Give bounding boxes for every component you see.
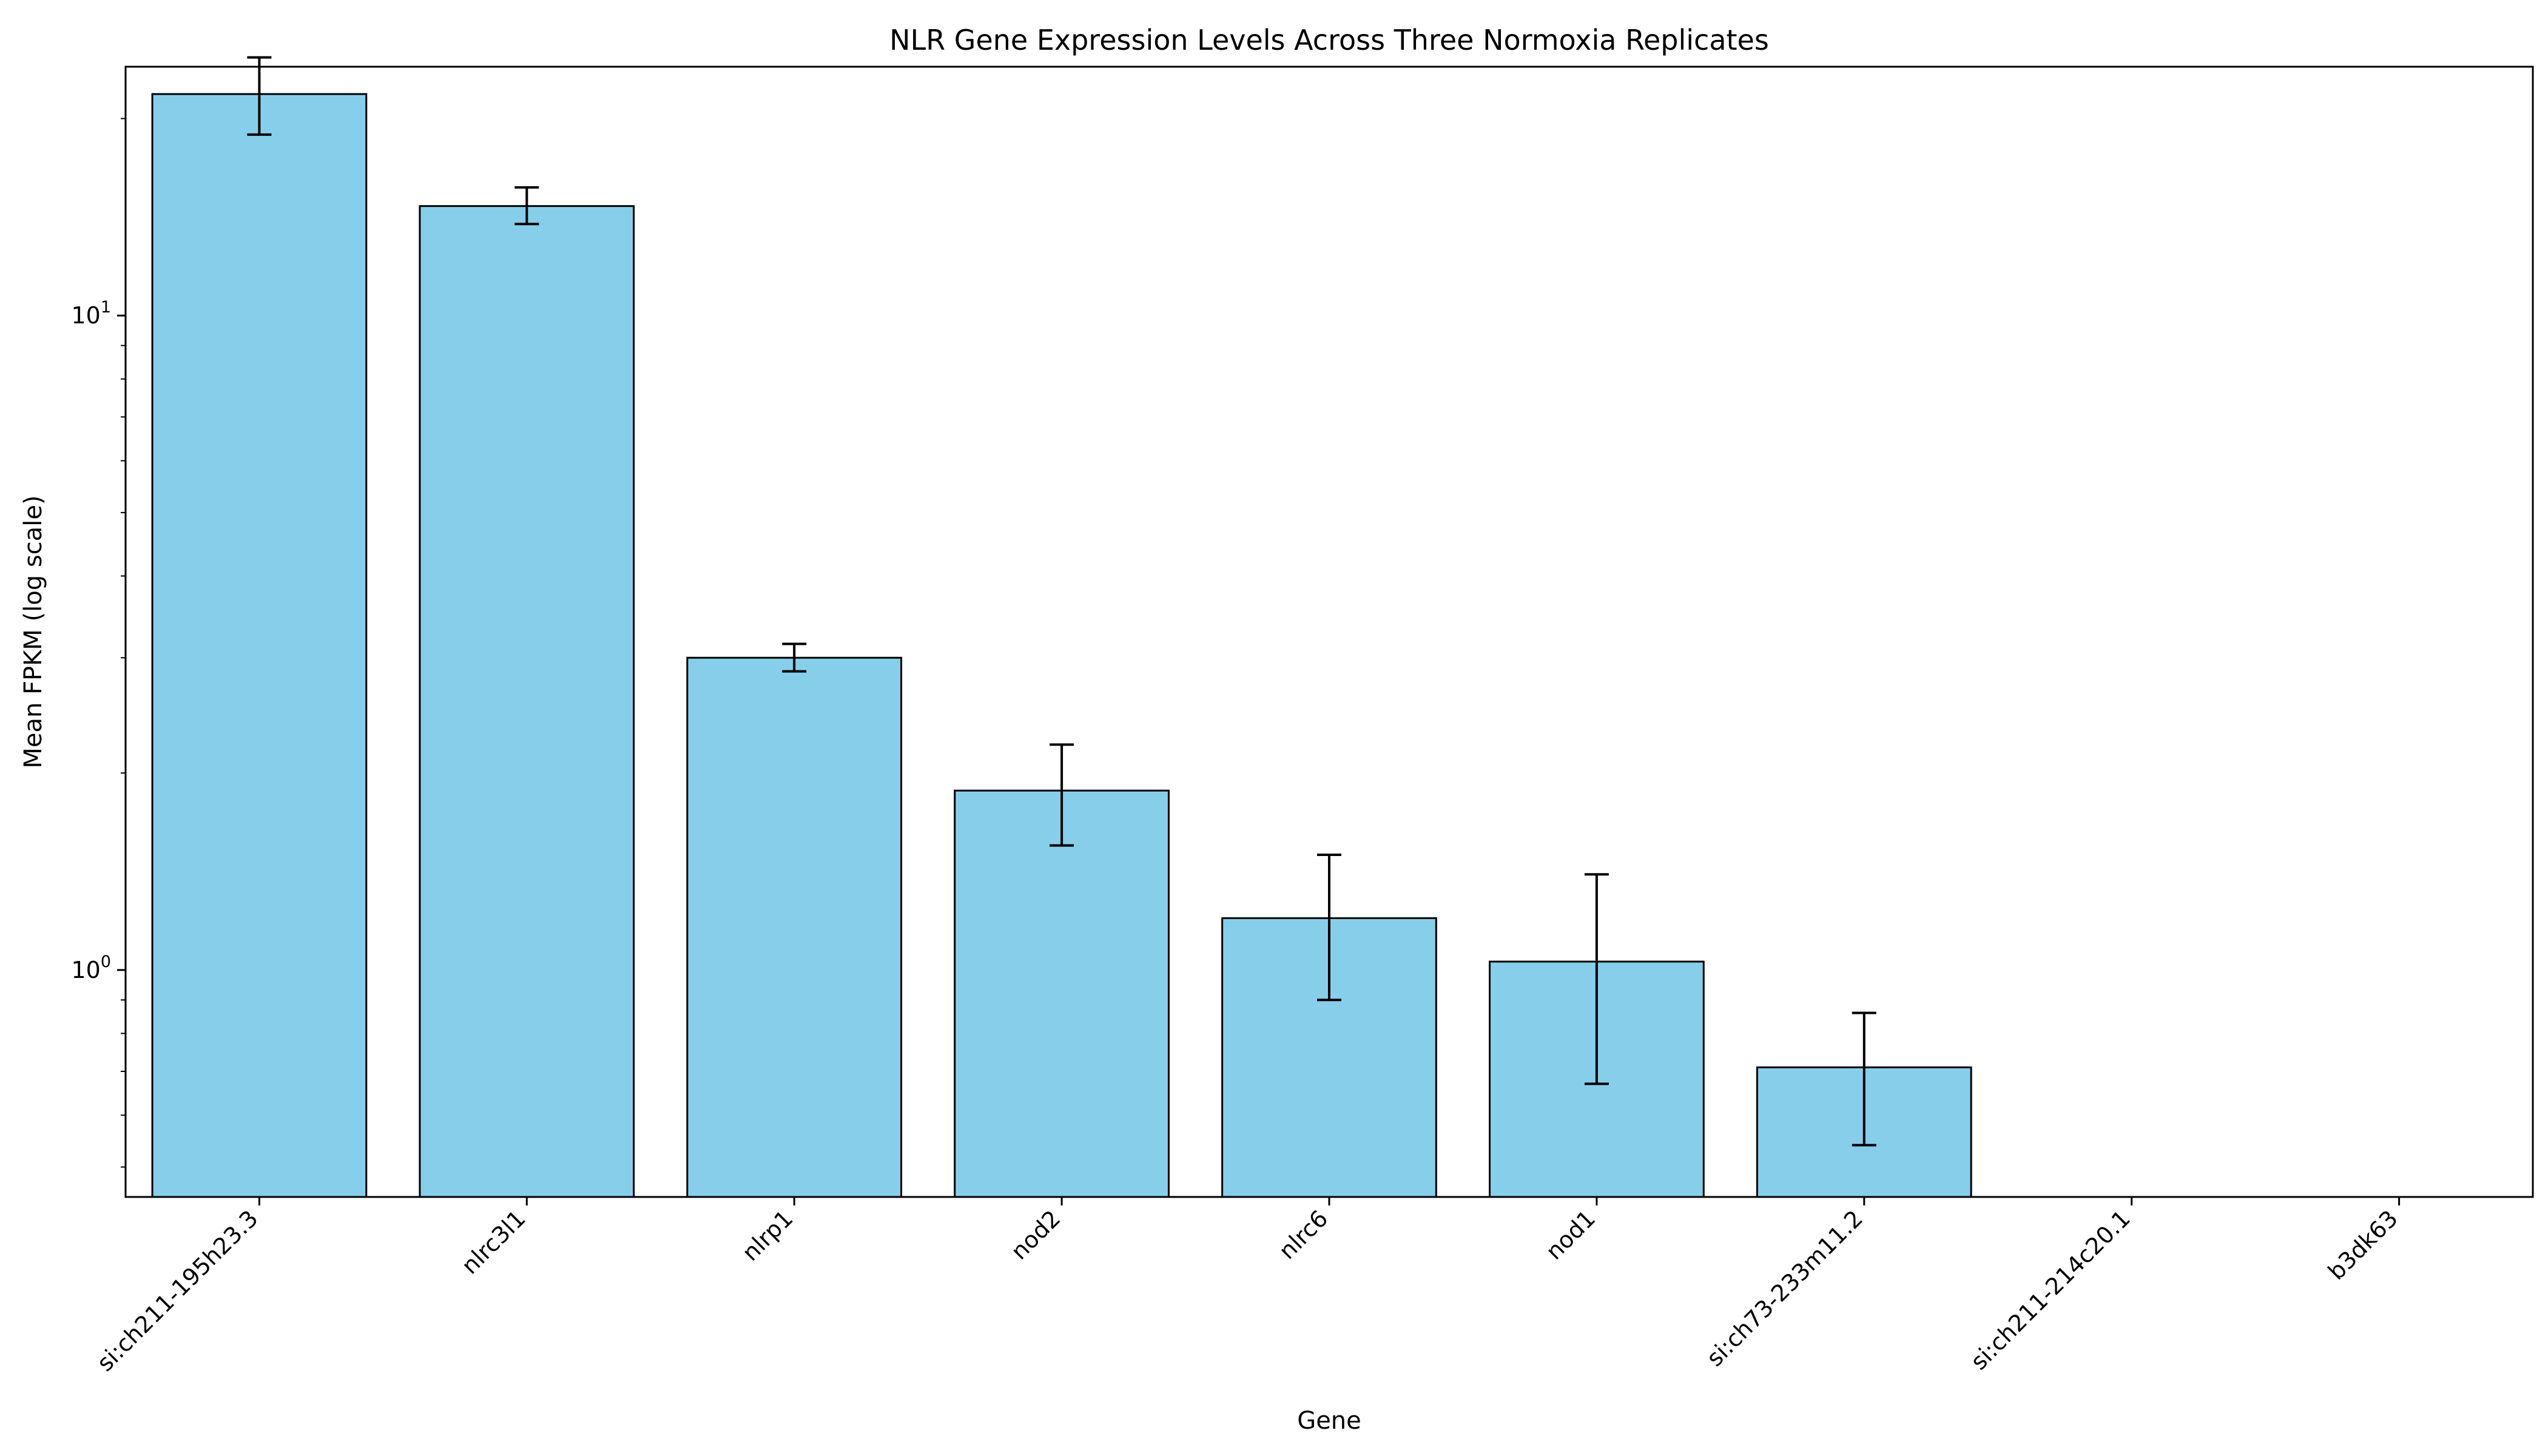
error-bar-4: [1317, 853, 1341, 1002]
x-axis: si:ch211-195h23.3 nlrc3l1 nlrp1 nod2 nlrc6 no…: [92, 1197, 2403, 1377]
x-tick-label: si:ch211-214c20.1: [1966, 1205, 2135, 1375]
error-bar-3: [1050, 743, 1074, 847]
bars-layer: [151, 93, 1972, 1198]
error-bars-layer: [247, 56, 1876, 1147]
error-bar-1: [514, 186, 539, 226]
error-bar-2: [782, 642, 807, 673]
y-axis-label: Mean FPKM (log scale): [19, 495, 47, 768]
bar-0: [151, 93, 368, 1198]
x-tick-label: b3dk63: [2323, 1205, 2403, 1285]
chart-title: NLR Gene Expression Levels Across Three …: [889, 24, 1769, 56]
bar-3: [954, 789, 1170, 1198]
x-tick-label: nlrc6: [1273, 1205, 1333, 1264]
x-tick-label: si:ch211-195h23.3: [92, 1205, 263, 1377]
error-bar-0: [247, 56, 272, 136]
bar-2: [686, 656, 903, 1198]
x-axis-label: Gene: [1297, 1407, 1361, 1435]
x-tick-label: si:ch73-233m11.2: [1702, 1205, 1869, 1372]
x-tick-label: nod1: [1541, 1205, 1601, 1265]
error-bar-6: [1852, 1011, 1876, 1147]
x-tick-label: nlrp1: [737, 1205, 798, 1266]
error-bar-5: [1584, 873, 1609, 1085]
y-axis: 100 101: [71, 118, 126, 1168]
x-tick-label: nlrc3l1: [456, 1205, 530, 1279]
bar-1: [419, 205, 635, 1198]
y-tick-label: 100: [71, 952, 111, 983]
y-tick-label: 101: [71, 298, 111, 329]
x-tick-label: nod2: [1006, 1205, 1066, 1265]
